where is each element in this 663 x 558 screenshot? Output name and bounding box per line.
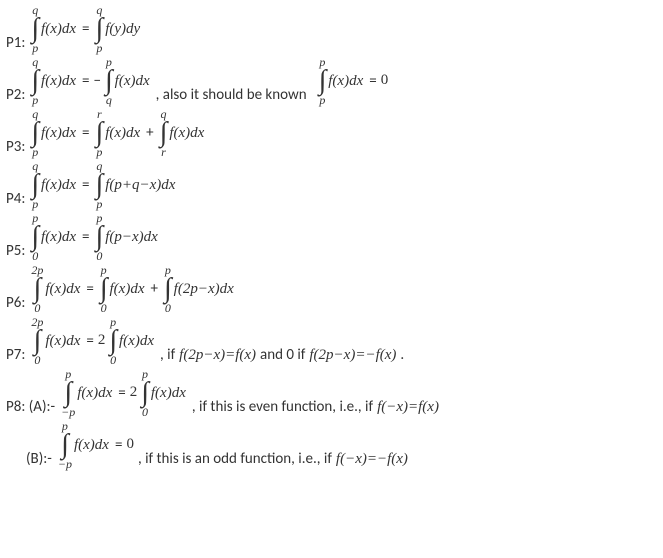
label-p1: P1: xyxy=(6,34,25,54)
zero-value: 0 xyxy=(126,436,134,455)
property-p8a: P8: (A):- p∫−p f(x)dx = 2 p∫0 f(x)dx , i… xyxy=(6,368,657,418)
integral-lhs: q∫p f(x)dx xyxy=(31,160,76,210)
integral-lhs: p∫−p f(x)dx xyxy=(61,368,112,418)
property-p3: P3: q∫p f(x)dx = r∫p f(x)dx + q∫r f(x)dx xyxy=(6,108,657,158)
label-p2: P2: xyxy=(6,86,25,106)
cond-text-3: . xyxy=(400,346,404,366)
label-p5: P5: xyxy=(6,242,25,262)
property-p8b: (B):- p∫−p f(x)dx = 0 , if this is an od… xyxy=(6,420,657,470)
equals: = xyxy=(78,72,93,90)
equation-p2-extra: p∫p f(x)dx = 0 xyxy=(317,56,389,106)
note-text: , also it should be known xyxy=(156,86,307,106)
integral-rhs: p∫0 f(x)dx xyxy=(109,316,154,366)
integral-rhs: p∫q f(x)dx xyxy=(105,56,150,106)
property-p4: P4: q∫p f(x)dx = q∫p f(p+q−x)dx xyxy=(6,160,657,210)
equals: = xyxy=(82,332,97,350)
equals: = xyxy=(78,228,93,246)
equals: = xyxy=(78,124,93,142)
equation-p3: q∫p f(x)dx = r∫p f(x)dx + q∫r f(x)dx xyxy=(29,108,206,158)
integral-lhs: 2p∫0 f(x)dx xyxy=(31,264,80,314)
coefficient: 2 xyxy=(130,384,140,403)
equation-p8a: p∫−p f(x)dx = 2 p∫0 f(x)dx xyxy=(59,368,188,418)
equation-p7: 2p∫0 f(x)dx = 2 p∫0 f(x)dx xyxy=(29,316,156,366)
integral-rhs1: p∫0 f(x)dx xyxy=(100,264,145,314)
equals: = xyxy=(365,72,380,90)
zero-value: 0 xyxy=(381,72,389,91)
label-p8a: P8: (A):- xyxy=(6,398,55,418)
integral-lhs: q∫p f(x)dx xyxy=(31,108,76,158)
equation-p8b: p∫−p f(x)dx = 0 xyxy=(56,420,134,470)
equation-p2: q∫p f(x)dx = − p∫q f(x)dx xyxy=(29,56,151,106)
integral-lhs: q∫p f(x)dx xyxy=(31,4,76,54)
integral-rhs1: r∫p f(x)dx xyxy=(96,108,141,158)
property-p5: P5: p∫0 f(x)dx = p∫0 f(p−x)dx xyxy=(6,212,657,262)
label-p4: P4: xyxy=(6,190,25,210)
property-p1: P1: q∫p f(x)dx = q∫p f(y)dy xyxy=(6,4,657,54)
property-p7: P7: 2p∫0 f(x)dx = 2 p∫0 f(x)dx , if f(2p… xyxy=(6,316,657,366)
integral-lhs: p∫−p f(x)dx xyxy=(58,420,109,470)
cond-math: f(−x)=−f(x) xyxy=(336,451,408,470)
equation-p5: p∫0 f(x)dx = p∫0 f(p−x)dx xyxy=(29,212,159,262)
integral-lhs: q∫p f(x)dx xyxy=(31,56,76,106)
plus: + xyxy=(142,124,157,142)
equals: = xyxy=(78,176,93,194)
cond-math-1: f(2p−x)=f(x) xyxy=(179,347,256,366)
equals: = xyxy=(111,436,126,454)
equals: = xyxy=(78,20,93,38)
integral-rhs2: p∫0 f(2p−x)dx xyxy=(164,264,234,314)
equals: = xyxy=(82,280,97,298)
equation-p1: q∫p f(x)dx = q∫p f(y)dy xyxy=(29,4,142,54)
integral-rhs: p∫0 f(p−x)dx xyxy=(96,212,158,262)
label-p7: P7: xyxy=(6,346,25,366)
negative-sign: − xyxy=(94,72,103,90)
property-p2: P2: q∫p f(x)dx = − p∫q f(x)dx , also it … xyxy=(6,56,657,106)
plus: + xyxy=(147,280,162,298)
label-p3: P3: xyxy=(6,138,25,158)
integral-lhs: 2p∫0 f(x)dx xyxy=(31,316,80,366)
cond-text-2: and 0 if xyxy=(260,346,305,366)
integral-rhs2: q∫r f(x)dx xyxy=(160,108,205,158)
label-p6: P6: xyxy=(6,294,25,314)
cond-math: f(−x)=f(x) xyxy=(377,399,439,418)
property-p6: P6: 2p∫0 f(x)dx = p∫0 f(x)dx + p∫0 f(2p−… xyxy=(6,264,657,314)
equation-p6: 2p∫0 f(x)dx = p∫0 f(x)dx + p∫0 f(2p−x)dx xyxy=(29,264,235,314)
integral-rhs: p∫0 f(x)dx xyxy=(141,368,186,418)
cond-text-1: , if xyxy=(160,346,175,366)
integral-extra: p∫p f(x)dx xyxy=(319,56,364,106)
integral-rhs: q∫p f(y)dy xyxy=(96,4,141,54)
coefficient: 2 xyxy=(98,332,108,351)
cond-math-2: f(2p−x)=−f(x) xyxy=(309,347,396,366)
cond-text: , if this is an odd function, i.e., if xyxy=(138,450,332,470)
integral-lhs: p∫0 f(x)dx xyxy=(31,212,76,262)
cond-text: , if this is even function, i.e., if xyxy=(192,398,373,418)
equation-p4: q∫p f(x)dx = q∫p f(p+q−x)dx xyxy=(29,160,177,210)
label-p8b: (B):- xyxy=(26,450,52,470)
integral-rhs: q∫p f(p+q−x)dx xyxy=(96,160,176,210)
equals: = xyxy=(114,384,129,402)
